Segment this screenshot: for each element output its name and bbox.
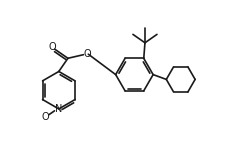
Text: O: O (83, 49, 91, 59)
Text: O: O (48, 42, 56, 52)
Text: O: O (42, 112, 49, 122)
Text: N: N (55, 104, 62, 114)
